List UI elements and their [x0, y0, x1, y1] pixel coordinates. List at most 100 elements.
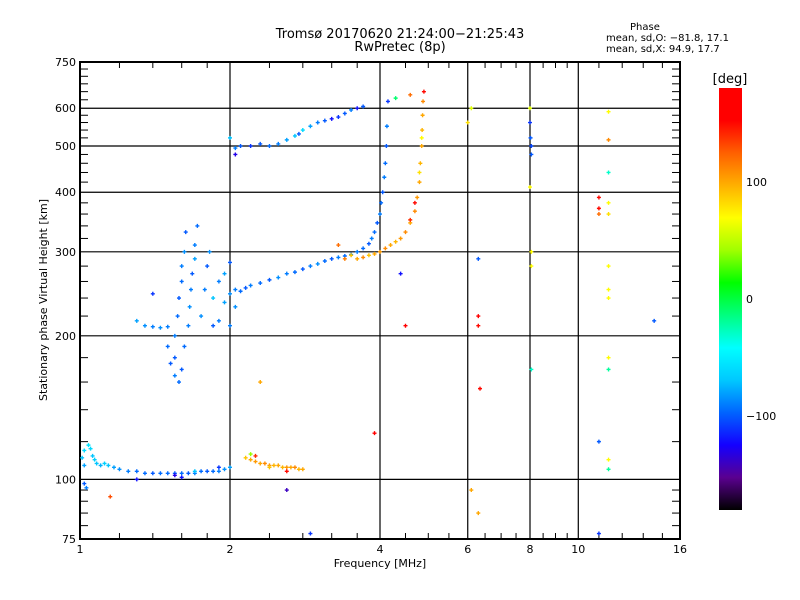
- data-point: [393, 96, 398, 101]
- x-tick-labels: 1 2 4 6 8 10 16: [77, 543, 688, 556]
- data-point: [419, 135, 424, 140]
- data-point: [199, 314, 204, 319]
- data-point: [398, 236, 403, 241]
- data-point: [388, 243, 393, 248]
- data-point: [182, 344, 187, 349]
- data-point: [233, 287, 238, 292]
- data-point: [248, 457, 253, 462]
- data-point: [86, 443, 91, 448]
- data-point: [216, 465, 221, 470]
- series-group: [134, 124, 389, 385]
- data-point: [158, 325, 163, 330]
- data-point: [372, 431, 377, 436]
- data-point: [90, 453, 95, 458]
- data-point: [182, 249, 187, 254]
- data-point: [165, 324, 170, 329]
- data-point: [88, 446, 93, 451]
- data-point: [403, 323, 408, 328]
- data-point: [529, 152, 534, 157]
- data-point: [398, 271, 403, 276]
- data-point: [158, 471, 163, 476]
- x-tick-label: 2: [227, 543, 234, 556]
- data-point: [84, 485, 89, 490]
- data-point: [243, 285, 248, 290]
- data-point: [248, 283, 253, 288]
- data-point: [248, 143, 253, 148]
- data-point: [476, 323, 481, 328]
- data-point: [415, 195, 420, 200]
- data-point: [292, 133, 297, 138]
- data-point: [82, 481, 87, 486]
- data-point: [417, 170, 422, 175]
- stats-o-line: mean, sd,O: −81.8, 17.1: [606, 33, 729, 44]
- data-point: [379, 200, 384, 205]
- data-point: [372, 230, 377, 235]
- data-point: [179, 279, 184, 284]
- data-point: [187, 304, 192, 309]
- y-tick-label: 100: [55, 473, 76, 486]
- data-point: [216, 469, 221, 474]
- data-point: [469, 488, 474, 493]
- data-point: [606, 287, 611, 292]
- data-point: [258, 380, 263, 385]
- data-point: [606, 109, 611, 114]
- data-point: [606, 355, 611, 360]
- data-point: [528, 135, 533, 140]
- data-point: [168, 361, 173, 366]
- data-point: [606, 137, 611, 142]
- data-point: [606, 367, 611, 372]
- data-point: [222, 271, 227, 276]
- data-point: [142, 323, 147, 328]
- data-point: [476, 256, 481, 261]
- data-point: [329, 116, 334, 121]
- data-point: [308, 531, 313, 536]
- data-point: [308, 124, 313, 129]
- data-point: [108, 494, 113, 499]
- data-point: [92, 457, 97, 462]
- data-point: [329, 256, 334, 261]
- colorbar: [719, 88, 742, 510]
- data-point: [529, 249, 534, 254]
- data-point: [366, 241, 371, 246]
- data-point: [183, 230, 188, 235]
- chart-subtitle: RwPretec (8p): [354, 40, 446, 55]
- data-point: [361, 104, 366, 109]
- data-point: [211, 323, 216, 328]
- data-point: [228, 260, 232, 265]
- data-point: [465, 120, 470, 125]
- data-point: [195, 223, 200, 228]
- data-point: [355, 256, 360, 261]
- colorbar-tick-label: 100: [746, 176, 767, 189]
- data-point: [258, 281, 263, 286]
- data-point: [82, 448, 87, 453]
- data-point: [596, 439, 601, 444]
- data-point: [315, 120, 320, 125]
- data-point: [606, 212, 611, 217]
- data-point: [276, 275, 281, 280]
- data-point: [421, 89, 426, 94]
- data-point: [176, 296, 181, 301]
- y-tick-label: 600: [55, 102, 76, 115]
- data-point: [238, 289, 243, 294]
- data-point: [375, 220, 380, 225]
- data-point: [276, 141, 281, 146]
- data-point: [421, 99, 426, 104]
- series-group: [80, 443, 232, 490]
- data-point: [393, 239, 398, 244]
- data-point: [192, 256, 197, 261]
- data-point: [355, 106, 360, 111]
- data-point: [202, 287, 207, 292]
- data-point: [355, 249, 360, 254]
- data-point: [267, 277, 272, 282]
- data-point: [172, 333, 177, 338]
- data-point: [476, 511, 481, 516]
- data-point: [205, 264, 210, 269]
- data-point: [384, 124, 389, 129]
- data-point: [292, 465, 297, 470]
- data-point: [172, 355, 177, 360]
- data-point: [412, 200, 417, 205]
- data-point: [165, 471, 170, 476]
- data-point: [469, 106, 474, 111]
- data-point: [420, 128, 425, 133]
- data-point: [403, 230, 408, 235]
